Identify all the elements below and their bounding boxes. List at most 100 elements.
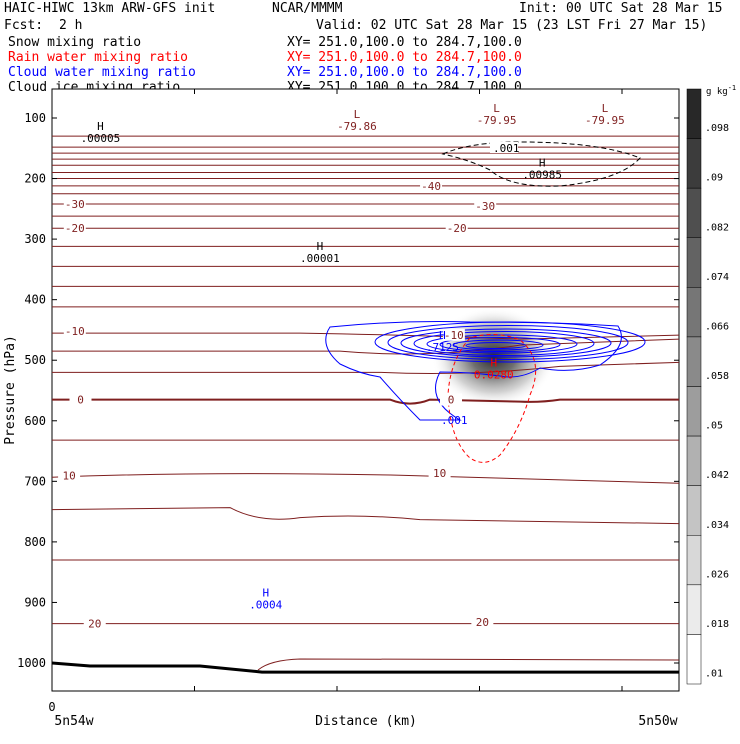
header-org: NCAR/MMMM	[272, 1, 343, 16]
colorbar-segment	[686, 634, 702, 685]
temperature-label-bg	[63, 222, 86, 235]
snow-contour-label-bg	[490, 142, 518, 153]
y-tick-label: 1000	[17, 656, 46, 670]
y-tick-label: 500	[24, 353, 46, 367]
temperature-label: -20	[65, 222, 85, 235]
colorbar-label: .066	[705, 321, 729, 332]
snow-contour-label: .001	[493, 142, 520, 155]
temperature-label-bg	[420, 179, 443, 192]
temperature-contour	[52, 398, 679, 405]
colorbar-segment	[686, 138, 702, 189]
colorbar-label: .074	[705, 272, 729, 283]
y-tick-label: 800	[24, 535, 46, 549]
plot-frame	[51, 88, 680, 692]
temperature-label-bg	[445, 222, 468, 235]
x-zero-label: 0	[48, 700, 55, 714]
colorbar-label: .026	[705, 569, 729, 580]
colorbar-unit: g kg-1	[706, 84, 736, 97]
cloud-water-contour	[374, 321, 646, 363]
field-xy: XY= 251.0,100.0 to 284.7,100.0	[287, 65, 522, 80]
temperature-label-bg	[474, 199, 497, 212]
colorbar-segment	[686, 584, 702, 635]
extremum-value: .7125	[426, 341, 459, 354]
temperature-label-bg	[83, 617, 106, 630]
temperature-label: -10	[65, 325, 85, 338]
y-tick-label: 100	[24, 111, 46, 125]
temperature-label: 0	[448, 394, 455, 407]
colorbar-segment	[686, 485, 702, 536]
temperature-label-bg	[63, 325, 86, 338]
temperature-label: -30	[65, 198, 85, 211]
cloud-water-contour	[400, 328, 612, 358]
extremum-letter: H	[317, 240, 324, 253]
temperature-label-bg	[428, 466, 451, 479]
extremum-value: .00001	[300, 252, 340, 265]
y-tick-label: 200	[24, 172, 46, 186]
snow-contours: .001	[441, 141, 641, 187]
cloud-water-contour	[452, 339, 544, 351]
temperature-contour	[52, 473, 679, 484]
x-axis-label: Distance (km)	[315, 714, 417, 729]
extrema-labels: L-79.86L-79.95L-79.95H.00985H.00005H.000…	[81, 102, 625, 611]
field-list: Snow mixing ratio XY= 251.0,100.0 to 284.…	[8, 35, 522, 95]
y-tick-label: 400	[24, 293, 46, 307]
y-tick-label: 300	[24, 232, 46, 246]
temperature-labels: -40 -30 -30 -20 -20 -10 -10 0 0 10 10 20 20	[58, 179, 497, 631]
header-fcst-label: Fcst:	[4, 18, 43, 33]
header-valid: Valid: 02 UTC Sat 28 Mar 15 (23 LST Fri …	[316, 18, 707, 33]
colorbar-segment	[686, 386, 702, 437]
colorbar-label: .034	[705, 520, 729, 531]
x-axis	[51, 89, 623, 691]
temperature-label-bg	[58, 469, 81, 482]
colorbar-segment	[686, 435, 702, 486]
cloud-water-contour	[413, 331, 595, 356]
y-tick-label: 900	[24, 595, 46, 609]
y-axis-label: Pressure (hPa)	[3, 335, 18, 445]
temperature-label: -30	[475, 200, 495, 213]
colorbar-segment	[686, 535, 702, 586]
extremum-value: -79.86	[337, 120, 377, 133]
x-end-label: 5n50w	[638, 714, 677, 729]
extremum-letter: L	[493, 102, 500, 115]
temperature-contour	[257, 658, 679, 671]
field-name: Rain water mixing ratio	[8, 50, 188, 65]
colorbar-segment	[686, 287, 702, 338]
colorbar-label: .09	[705, 173, 723, 184]
colorbar-label: .082	[705, 222, 729, 233]
colorbar-segment	[686, 336, 702, 387]
temperature-label: 20	[476, 616, 489, 629]
temperature-label-bg	[69, 393, 92, 406]
colorbar-label: .01	[705, 669, 723, 680]
extremum-letter: H	[539, 156, 546, 169]
field-name: Snow mixing ratio	[8, 35, 141, 50]
cloud-water-contour	[439, 337, 561, 352]
temperature-contour	[52, 507, 679, 525]
extremum-value: .00985	[522, 168, 562, 181]
y-tick-label: 700	[24, 474, 46, 488]
extremum-letter: H	[439, 329, 446, 342]
extremum-value: .00005	[81, 132, 121, 145]
cloud-water-contour-label: .001	[441, 414, 468, 427]
colorbar-label: .018	[705, 619, 729, 630]
temperature-label: -10	[444, 329, 464, 342]
colorbar-label: .042	[705, 470, 729, 481]
header-fcst-value: 2 h	[59, 18, 82, 33]
temperature-contours	[52, 135, 679, 671]
colorbar-label: .098	[705, 123, 729, 134]
temperature-label: 20	[88, 618, 101, 631]
extremum-value: 0.0280	[474, 368, 514, 381]
colorbar-segment	[686, 187, 702, 239]
temperature-label-bg	[440, 393, 462, 406]
header-init: Init: 00 UTC Sat 28 Mar 15	[519, 1, 723, 16]
colorbar-label: .058	[705, 371, 729, 382]
colorbar-label: .05	[705, 421, 723, 432]
temperature-label-bg	[63, 197, 86, 210]
field-name: Cloud water mixing ratio	[8, 65, 196, 80]
colorbar-segment	[686, 88, 702, 139]
temperature-label: 10	[433, 467, 446, 480]
temperature-contour	[52, 338, 679, 355]
field-xy: XY= 251.0,100.0 to 284.7,100.0	[287, 35, 522, 50]
cloud-water-contour	[387, 325, 629, 360]
extremum-value: -79.95	[477, 114, 517, 127]
